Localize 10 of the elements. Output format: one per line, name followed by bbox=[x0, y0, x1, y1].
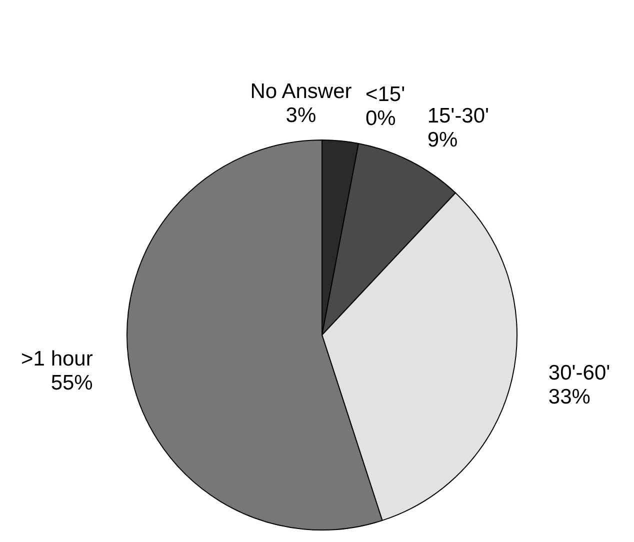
data-label: 55% bbox=[50, 371, 93, 394]
slice-label: 15'-30' bbox=[427, 104, 490, 128]
data-label: 33% bbox=[548, 386, 590, 409]
data-label: 3% bbox=[286, 104, 316, 127]
slice-label: No Answer bbox=[250, 80, 352, 103]
slice-label: >1 hour bbox=[21, 347, 93, 370]
data-label: 9% bbox=[427, 128, 458, 152]
text: 0% bbox=[365, 107, 396, 130]
slice-label: 30'-60' bbox=[548, 362, 610, 385]
category-label: <15' bbox=[365, 83, 406, 106]
